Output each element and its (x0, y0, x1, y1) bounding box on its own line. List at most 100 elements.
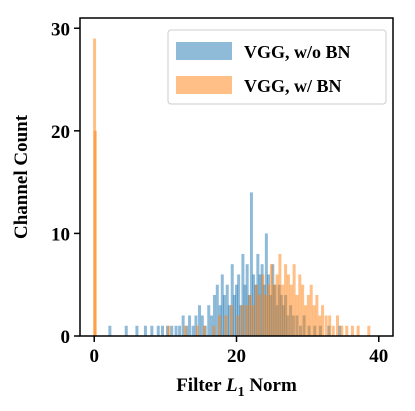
x-tick-label: 40 (369, 346, 388, 367)
y-tick-label: 10 (51, 224, 70, 245)
histogram-bar (188, 315, 192, 336)
histogram-bar (143, 325, 147, 336)
histogram-bar (212, 294, 216, 336)
histogram-bar (198, 305, 202, 336)
histogram-bar (318, 315, 322, 336)
histogram-bar (252, 274, 256, 336)
histogram-bar (257, 294, 261, 336)
histogram-bar (200, 315, 204, 336)
histogram-bar (345, 325, 349, 336)
histogram-bar (135, 325, 139, 336)
histogram-bar (170, 325, 174, 336)
axis-ticks: 0 20 40 0 10 20 30 (51, 19, 388, 367)
x-axis-label-prefix: Filter (176, 375, 226, 396)
histogram-bar (328, 315, 332, 336)
histogram-bar (264, 233, 268, 336)
histogram-bar (215, 284, 219, 336)
histogram-bar (167, 325, 171, 336)
histogram-bar (202, 325, 206, 336)
y-tick-label: 30 (51, 19, 70, 40)
legend-label: VGG, w/o BN (244, 42, 351, 62)
histogram-bar (225, 284, 229, 336)
histogram-bar (156, 325, 160, 336)
histogram-bar (301, 284, 305, 336)
histogram-bar (248, 294, 252, 336)
histogram-bar (295, 294, 299, 336)
histogram-bar (340, 325, 344, 336)
histogram-bar (281, 284, 285, 336)
histogram-bar (232, 294, 236, 336)
histogram-bar (278, 253, 282, 336)
histogram-bar (124, 325, 128, 336)
histogram-bar (220, 274, 224, 336)
histogram-bar (309, 284, 313, 336)
histogram-bar (207, 305, 211, 336)
histogram-bar (237, 274, 241, 336)
histogram-bar (356, 325, 360, 336)
histogram-bar (292, 264, 296, 336)
histogram-bar (93, 130, 97, 336)
x-tick-label: 20 (227, 346, 246, 367)
legend-label: VGG, w/ BN (244, 76, 342, 96)
histogram-bar (249, 192, 253, 336)
histogram-bar (275, 274, 279, 336)
histogram-bar (350, 325, 354, 336)
histogram-bar (367, 325, 371, 336)
histogram-bar (267, 284, 271, 336)
histogram-bar (289, 284, 293, 336)
histogram-bar (174, 325, 178, 336)
histogram-bar (324, 315, 328, 336)
histogram-bar (224, 315, 228, 336)
histogram-bar (230, 264, 234, 336)
histogram-bar (315, 294, 319, 336)
histogram-bar (227, 305, 231, 336)
histogram-bar (312, 305, 316, 336)
histogram-bar (161, 325, 165, 336)
histogram-bar (286, 274, 290, 336)
histogram-bar (181, 315, 185, 336)
x-axis-label-subscript: 1 (238, 385, 245, 400)
histogram-bar (236, 315, 240, 336)
y-axis-label: Channel Count (11, 114, 32, 239)
histogram-bar (264, 294, 268, 336)
histogram-bar (150, 325, 154, 336)
histogram-bar (254, 284, 258, 336)
histogram-bar (251, 305, 255, 336)
histogram-bar (191, 325, 195, 336)
histogram-bar (240, 305, 244, 336)
x-axis-label-suffix: Norm (245, 375, 297, 396)
histogram-bars (93, 38, 371, 337)
x-tick-label: 0 (89, 346, 99, 367)
x-axis-label: Filter L1 Norm (176, 375, 297, 400)
histogram-bar (261, 274, 265, 336)
histogram-bar (178, 325, 182, 336)
histogram-bar (210, 315, 214, 336)
histogram-bar (183, 325, 187, 336)
histogram-bar (272, 284, 276, 336)
histogram-bar (298, 274, 302, 336)
histogram-bar (235, 284, 238, 336)
histogram-bar (336, 315, 340, 336)
y-tick-label: 20 (51, 122, 70, 143)
histogram-bar (269, 264, 273, 336)
histogram-bar (304, 305, 307, 336)
histogram-bar (338, 325, 342, 336)
histogram-bar (195, 325, 199, 336)
histogram-bar (217, 315, 221, 336)
y-tick-label: 0 (61, 327, 71, 348)
histogram-bar (284, 264, 288, 336)
histogram-bar (212, 325, 216, 336)
histogram-bar (306, 294, 310, 336)
legend-swatch (176, 76, 232, 94)
x-axis-label-variable: L (225, 375, 238, 396)
histogram-bar (244, 305, 248, 336)
histogram-bar (321, 305, 325, 336)
legend: VGG, w/o BN VGG, w/ BN (167, 29, 387, 105)
histogram-bar (230, 305, 234, 336)
histogram-bar (108, 325, 112, 336)
legend-swatch (176, 42, 232, 60)
histogram-bar (245, 264, 249, 336)
histogram-bar (331, 325, 335, 336)
histogram-bar (241, 253, 245, 336)
